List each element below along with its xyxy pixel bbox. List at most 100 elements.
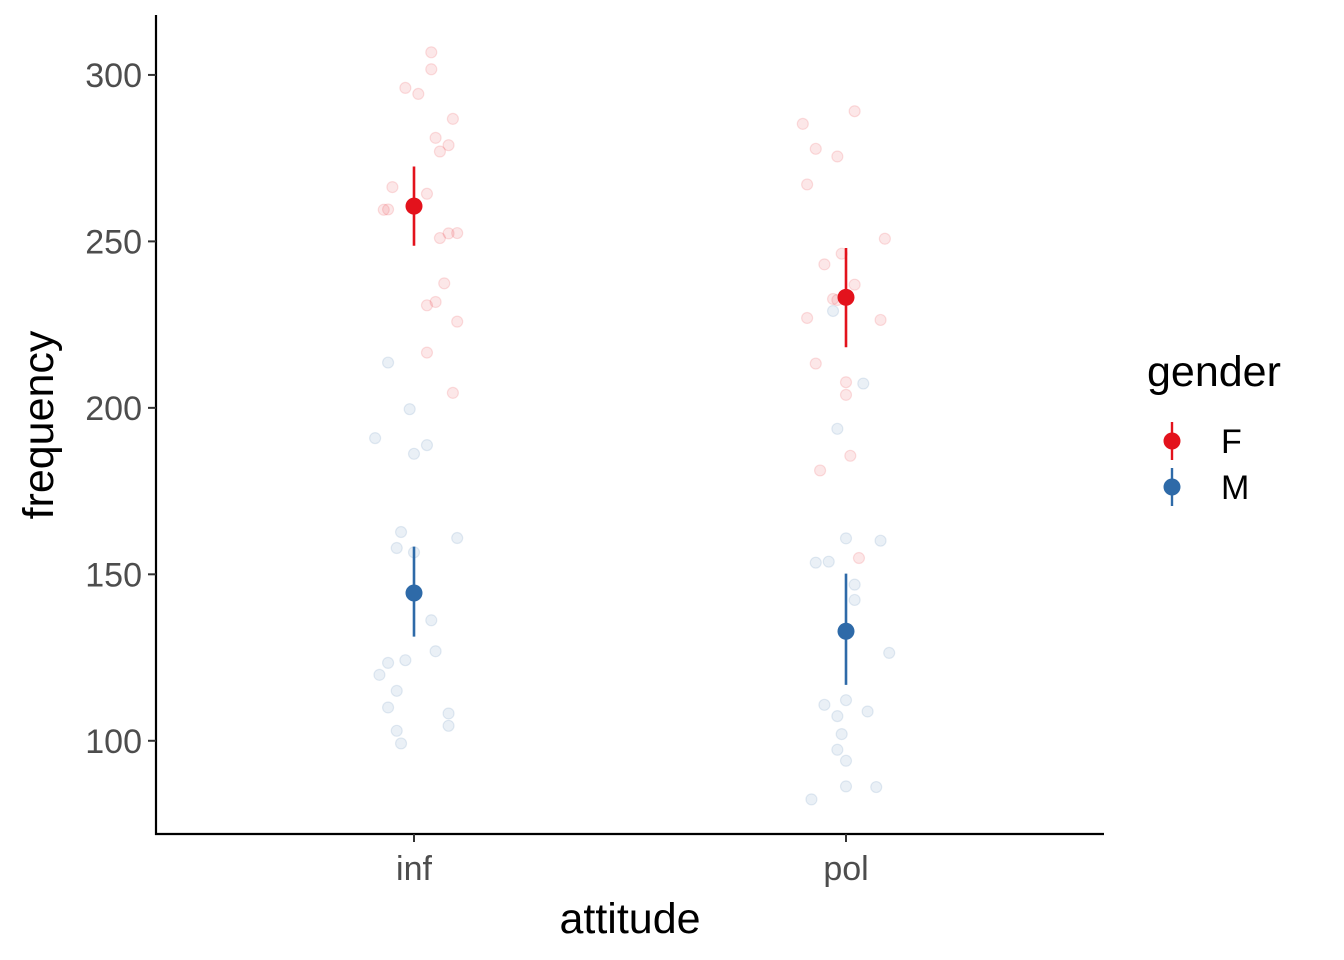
- raw-point-M: [425, 614, 438, 627]
- raw-point-F: [809, 357, 822, 370]
- raw-point-M: [442, 719, 455, 732]
- raw-point-F: [429, 295, 442, 309]
- raw-point-M: [839, 754, 853, 767]
- y-tick-label: 200: [85, 390, 142, 428]
- x-tick-label: inf: [396, 850, 432, 888]
- raw-point-M: [381, 656, 395, 669]
- x-tick-label: pol: [823, 850, 868, 888]
- raw-point-F: [420, 187, 434, 200]
- raw-point-M: [390, 724, 403, 737]
- raw-point-M: [407, 447, 421, 460]
- raw-point-F: [377, 203, 390, 216]
- legend: gender FM: [1147, 348, 1281, 507]
- raw-point-M: [403, 403, 416, 416]
- raw-point-M: [831, 743, 844, 756]
- raw-point-F: [425, 63, 438, 76]
- raw-point-F: [399, 81, 412, 95]
- raw-point-F: [839, 376, 853, 389]
- raw-point-M: [420, 439, 434, 452]
- legend-key-point-F: [1163, 432, 1181, 450]
- raw-point-M: [442, 707, 455, 720]
- raw-point-F: [429, 131, 442, 144]
- raw-point-M: [870, 780, 883, 794]
- x-ticks: inf pol: [396, 834, 869, 888]
- raw-points-layer: [369, 46, 896, 806]
- raw-point-F: [831, 150, 844, 163]
- raw-point-M: [373, 668, 386, 681]
- raw-point-F: [848, 278, 861, 291]
- raw-point-F: [813, 464, 827, 477]
- raw-point-M: [394, 737, 408, 750]
- raw-point-F: [848, 105, 861, 118]
- raw-point-F: [874, 313, 887, 327]
- raw-point-M: [861, 705, 874, 718]
- y-tick-label: 300: [85, 57, 142, 95]
- legend-label-M: M: [1221, 469, 1249, 507]
- raw-point-F: [796, 117, 809, 130]
- raw-point-F: [839, 388, 853, 401]
- raw-point-F: [451, 315, 464, 328]
- raw-point-F: [801, 178, 814, 191]
- raw-point-F: [818, 258, 831, 271]
- raw-point-M: [429, 645, 442, 658]
- raw-point-M: [390, 684, 403, 697]
- raw-point-M: [822, 555, 835, 568]
- raw-point-M: [839, 694, 853, 707]
- raw-point-M: [399, 654, 412, 667]
- raw-point-M: [857, 377, 870, 390]
- raw-point-M: [848, 593, 861, 607]
- mean-point-M: [405, 584, 423, 602]
- raw-point-M: [883, 646, 896, 659]
- raw-point-M: [809, 556, 822, 569]
- legend-label-F: F: [1221, 423, 1242, 461]
- raw-point-M: [839, 780, 853, 793]
- raw-point-F: [852, 551, 866, 565]
- raw-point-M: [451, 531, 464, 545]
- raw-point-M: [874, 534, 887, 547]
- raw-point-F: [412, 87, 425, 101]
- raw-point-M: [805, 793, 818, 806]
- raw-point-F: [878, 232, 891, 245]
- raw-point-F: [386, 181, 399, 194]
- raw-point-F: [381, 203, 395, 216]
- raw-point-F: [438, 277, 451, 290]
- raw-point-M: [835, 728, 848, 741]
- mean-point-M: [837, 622, 855, 640]
- legend-title: gender: [1147, 348, 1281, 396]
- raw-point-M: [831, 422, 844, 435]
- raw-point-F: [801, 311, 814, 325]
- y-tick-label: 100: [85, 723, 142, 761]
- raw-point-F: [844, 449, 857, 462]
- raw-point-M: [839, 532, 853, 545]
- x-axis-title: attitude: [559, 895, 700, 943]
- raw-point-M: [818, 698, 831, 711]
- raw-point-M: [381, 701, 395, 714]
- y-axis-title: frequency: [15, 330, 63, 519]
- raw-point-M: [381, 356, 395, 369]
- y-tick-label: 150: [85, 556, 142, 594]
- raw-point-F: [425, 46, 438, 59]
- y-ticks: 100 150 200 250 300: [85, 57, 156, 761]
- raw-point-M: [848, 578, 861, 591]
- raw-point-F: [809, 142, 822, 155]
- raw-point-M: [831, 710, 844, 723]
- raw-point-F: [442, 227, 455, 240]
- legend-key-point-M: [1163, 478, 1181, 496]
- raw-point-F: [446, 112, 459, 125]
- mean-point-F: [837, 288, 855, 306]
- raw-point-M: [390, 541, 403, 555]
- raw-point-F: [451, 226, 464, 240]
- y-tick-label: 250: [85, 223, 142, 261]
- mean-point-F: [405, 197, 423, 215]
- raw-point-F: [433, 231, 447, 245]
- raw-point-M: [394, 525, 408, 539]
- raw-point-M: [826, 304, 840, 318]
- raw-point-F: [442, 139, 455, 152]
- raw-point-M: [369, 432, 382, 445]
- raw-point-F: [433, 145, 447, 158]
- raw-point-F: [420, 346, 434, 359]
- summary-layer: [405, 166, 855, 685]
- raw-point-F: [446, 386, 459, 399]
- raw-point-F: [420, 299, 434, 312]
